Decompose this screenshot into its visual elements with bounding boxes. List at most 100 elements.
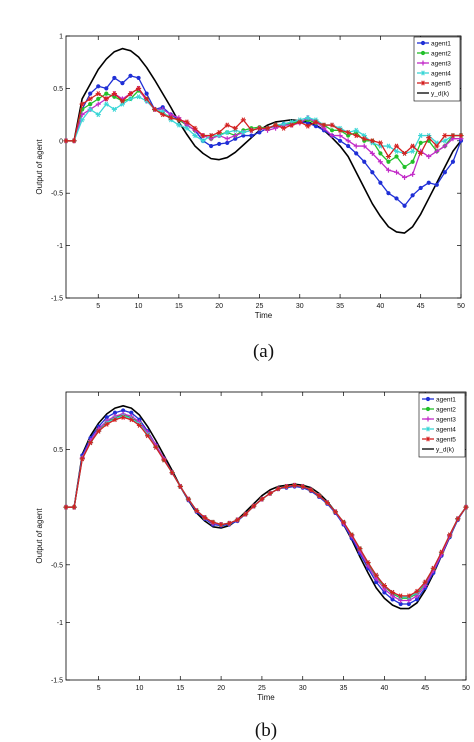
data-point — [420, 40, 426, 46]
data-point — [264, 125, 271, 131]
data-point — [365, 559, 371, 566]
data-point — [442, 133, 448, 139]
data-point — [332, 509, 338, 515]
data-point — [224, 136, 230, 142]
series-line — [66, 414, 467, 599]
y-tick-label: 0 — [59, 138, 63, 145]
data-point — [434, 143, 440, 149]
y-axis-label: Output of agent — [35, 139, 44, 195]
data-point — [136, 75, 141, 81]
legend-label: agent2 — [431, 50, 451, 57]
data-point — [96, 84, 101, 89]
data-point — [208, 136, 214, 142]
data-point — [63, 504, 69, 510]
data-point — [434, 148, 440, 154]
data-point — [128, 417, 134, 423]
data-point — [272, 122, 279, 128]
data-point — [410, 143, 416, 149]
legend-label: agent5 — [431, 80, 451, 87]
data-point — [361, 136, 367, 142]
data-point — [369, 150, 375, 156]
data-point — [120, 81, 125, 86]
data-point — [385, 153, 392, 160]
data-point — [442, 170, 447, 175]
data-point — [420, 80, 426, 86]
x-tick-label: 10 — [135, 303, 143, 310]
data-point — [87, 106, 93, 112]
data-point — [300, 483, 306, 489]
x-tick-label: 35 — [340, 685, 348, 692]
data-point — [398, 598, 404, 604]
data-point — [305, 123, 311, 129]
data-point — [434, 182, 439, 187]
data-point — [385, 143, 392, 149]
data-point — [418, 133, 424, 139]
legend-box — [413, 36, 461, 102]
x-tick-label: 20 — [217, 685, 225, 692]
series-agent4 — [63, 413, 469, 600]
data-point — [273, 125, 279, 131]
data-point — [104, 86, 109, 91]
data-point — [95, 112, 101, 118]
y-tick-label: -0.5 — [51, 562, 63, 569]
series-line — [66, 96, 461, 155]
data-point — [345, 129, 351, 135]
series-agent2 — [63, 412, 469, 601]
chart-panel-b: 5 10 15 20 25 30 35 40 45 50 -1.5 -1 -0.5 0.5 Time Outp… — [35, 391, 470, 741]
data-point — [394, 169, 400, 175]
data-point — [406, 601, 411, 607]
data-point — [345, 138, 351, 144]
data-point — [136, 422, 143, 428]
data-point — [362, 159, 367, 164]
data-point — [357, 546, 363, 552]
series-agent1 — [63, 408, 469, 607]
data-point — [111, 91, 117, 97]
x-tick-label: 10 — [136, 685, 144, 692]
x-tick-label: 35 — [336, 303, 344, 310]
data-point — [184, 119, 190, 125]
data-point — [194, 508, 200, 514]
x-tick-label: 15 — [176, 685, 184, 692]
series-ydk — [66, 405, 467, 610]
data-point — [168, 112, 174, 118]
data-point — [414, 597, 420, 602]
data-point — [386, 191, 391, 196]
series-line — [66, 416, 467, 597]
data-point — [410, 193, 415, 198]
data-point — [420, 50, 426, 56]
x-tick-label: 25 — [256, 303, 264, 310]
data-point — [410, 148, 416, 154]
data-point — [422, 583, 428, 589]
data-point — [410, 171, 416, 177]
data-point — [353, 143, 359, 149]
data-point — [418, 150, 424, 156]
data-point — [447, 532, 453, 538]
data-point — [224, 122, 230, 128]
data-point — [152, 106, 158, 112]
data-point — [381, 583, 387, 589]
data-point — [95, 101, 101, 107]
data-point — [127, 96, 134, 102]
data-point — [414, 588, 420, 594]
data-point — [394, 154, 399, 159]
data-point — [88, 102, 93, 107]
data-point — [208, 133, 214, 139]
data-point — [340, 519, 347, 525]
data-point — [316, 493, 322, 499]
series-agent5 — [63, 414, 469, 599]
data-point — [394, 196, 399, 201]
data-point — [458, 133, 464, 139]
data-point — [120, 414, 126, 420]
y-tick-label: -1.5 — [51, 296, 63, 303]
series-agent3 — [63, 411, 469, 604]
data-point — [184, 122, 190, 128]
y-tick-label: -0.5 — [51, 191, 63, 198]
data-point — [324, 500, 330, 506]
data-point — [169, 470, 175, 476]
data-point — [337, 138, 343, 143]
data-point — [458, 136, 464, 142]
x-tick-label: 5 — [96, 303, 100, 310]
chart-panel-a: 5 10 15 20 25 30 35 40 45 50 -1.5 -1 -0.5 0 0.5 1 Time Ou… — [35, 34, 465, 363]
data-point — [390, 597, 395, 602]
data-point — [291, 482, 298, 488]
